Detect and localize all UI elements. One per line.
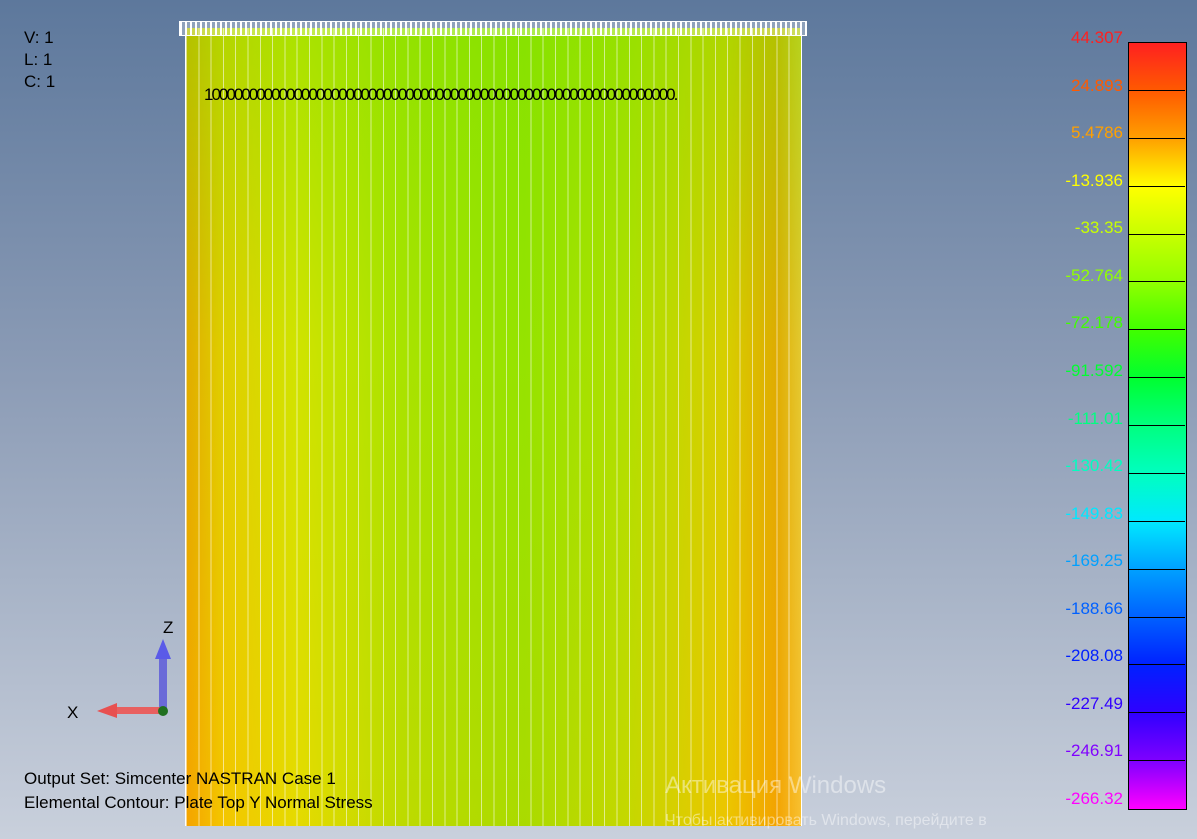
legend-tick <box>1128 377 1185 378</box>
view-label: V: 1 <box>24 28 54 48</box>
legend-tick <box>1128 664 1185 665</box>
plate-contour <box>185 28 802 826</box>
legend-tick <box>1128 569 1185 570</box>
node-markers <box>179 21 807 36</box>
overlay-text: 1000000000000000000000000000000000000000… <box>204 85 854 105</box>
legend-value: -246.91 <box>1065 741 1123 761</box>
z-axis <box>159 657 167 709</box>
legend-value: -72.178 <box>1065 313 1123 333</box>
legend-value: -111.01 <box>1068 409 1123 429</box>
triad-z: Z <box>163 618 173 637</box>
y-axis <box>158 706 168 716</box>
legend-tick <box>1128 712 1185 713</box>
legend-tick <box>1128 186 1185 187</box>
legend-tick <box>1128 425 1185 426</box>
legend-value: -130.42 <box>1065 456 1123 476</box>
legend-tick <box>1128 473 1185 474</box>
legend-tick <box>1128 617 1185 618</box>
legend-value: -91.592 <box>1065 361 1123 381</box>
legend-value: -33.35 <box>1075 218 1123 238</box>
legend-value: -208.08 <box>1065 646 1123 666</box>
view-label: C: 1 <box>24 72 55 92</box>
triad-x: X <box>67 703 78 722</box>
app-window: V: 1 L: 1 C: 1 1000000000000000000000000… <box>0 0 1197 839</box>
legend-value: -169.25 <box>1065 551 1123 571</box>
legend-value: -227.49 <box>1065 694 1123 714</box>
legend-value: -52.764 <box>1065 266 1123 286</box>
legend-tick <box>1128 329 1185 330</box>
legend-value: 44.307 <box>1071 28 1123 48</box>
legend-value: -13.936 <box>1065 171 1123 191</box>
legend-tick <box>1128 521 1185 522</box>
legend-tick <box>1128 138 1185 139</box>
legend-tick <box>1128 760 1185 761</box>
legend-value: 5.4786 <box>1071 123 1123 143</box>
legend-tick <box>1128 281 1185 282</box>
legend-tick <box>1128 234 1185 235</box>
x-arrow <box>97 703 117 718</box>
triad: Z X <box>55 605 185 730</box>
watermark-title: Активация Windows <box>665 772 886 800</box>
legend-value: -149.83 <box>1065 504 1123 524</box>
view-label: L: 1 <box>24 50 52 70</box>
output-set: Output Set: Simcenter NASTRAN Case 1 <box>24 769 336 789</box>
x-axis <box>115 707 163 714</box>
color-bar <box>1128 42 1187 810</box>
z-arrow <box>155 639 171 659</box>
legend-tick <box>1128 90 1185 91</box>
legend-value: -188.66 <box>1065 599 1123 619</box>
watermark-subtitle: Чтобы активировать Windows, перейдите в <box>665 812 987 830</box>
legend-value: -266.32 <box>1065 789 1123 809</box>
legend-value: 24.893 <box>1071 76 1123 96</box>
contour-label: Elemental Contour: Plate Top Y Normal St… <box>24 793 373 813</box>
